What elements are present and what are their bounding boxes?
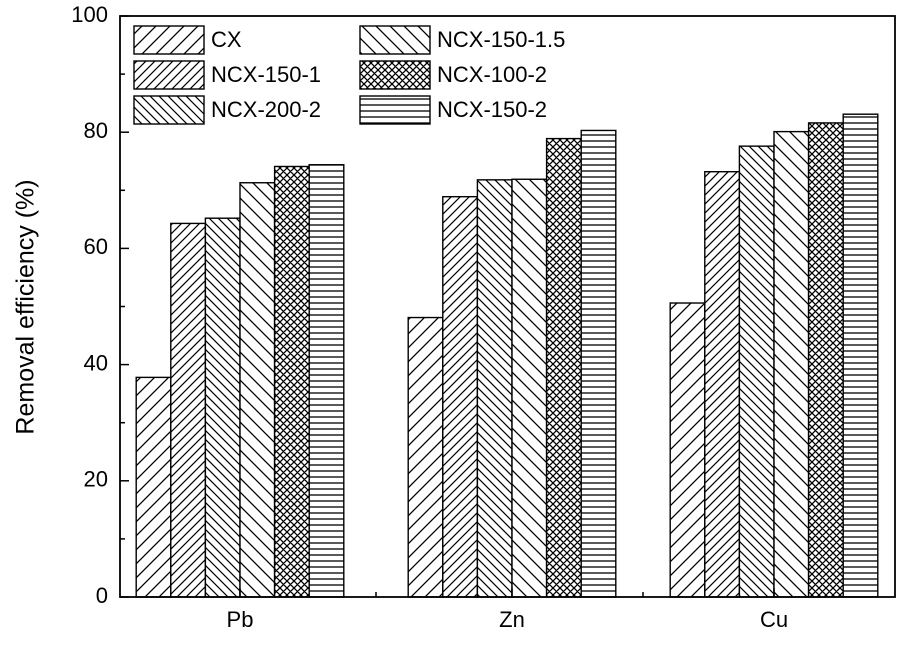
bar-zn-ncx-150-1 (442, 195, 479, 598)
legend-swatch (133, 95, 205, 125)
bar-pb-ncx-100-2 (273, 165, 310, 598)
bar-cu-cx (669, 302, 706, 598)
legend-swatch (133, 60, 205, 90)
y-tick-label: 40 (84, 350, 108, 375)
x-axis: Pb Zn Cu (227, 588, 788, 632)
legend-swatch (359, 95, 431, 125)
y-tick-label: 20 (84, 467, 108, 492)
bar-zn-ncx-200-2 (476, 179, 513, 598)
x-tick-label-zn: Zn (499, 607, 525, 632)
bar-zn-ncx-100-2 (545, 137, 582, 598)
bar-pb-cx (135, 376, 172, 598)
y-tick-label: 0 (96, 583, 108, 608)
bars-layer (135, 113, 879, 598)
bar-cu-ncx-200-2 (738, 145, 775, 598)
bar-pb-ncx-200-2 (204, 217, 241, 598)
bar-pb-ncx-150-2 (308, 164, 345, 598)
bar-zn-ncx-150-2 (580, 129, 617, 598)
legend-label: NCX-150-1.5 (437, 27, 565, 52)
bar-zn-cx (407, 316, 444, 598)
x-tick-label-pb: Pb (227, 607, 254, 632)
legend-label: NCX-200-2 (211, 97, 321, 122)
y-axis: 0 20 40 60 80 100 (71, 2, 129, 608)
legend-swatch (359, 60, 431, 90)
legend-swatch (133, 25, 205, 55)
y-axis-title: Removal efficiency (%) (12, 179, 40, 434)
bar-cu-ncx-100-2 (807, 122, 844, 598)
legend-label: NCX-100-2 (437, 62, 547, 87)
y-tick-label: 60 (84, 234, 108, 259)
bar-cu-ncx-150-2 (842, 113, 879, 598)
x-tick-label-cu: Cu (760, 607, 788, 632)
legend-swatch (359, 25, 431, 55)
legend-label: CX (211, 27, 242, 52)
legend-label: NCX-150-2 (437, 97, 547, 122)
bar-zn-ncx-150-1_5 (511, 178, 548, 598)
legend: CX NCX-150-1 NCX-200-2 NCX-150-1.5 NCX-100-2… (133, 25, 565, 125)
bar-cu-ncx-150-1_5 (773, 130, 810, 598)
legend-label: NCX-150-1 (211, 62, 321, 87)
bar-cu-ncx-150-1 (704, 171, 741, 598)
bar-pb-ncx-150-1 (170, 222, 207, 598)
y-tick-label: 80 (84, 118, 108, 143)
y-tick-label: 100 (71, 2, 108, 27)
bar-pb-ncx-150-1_5 (239, 182, 276, 598)
